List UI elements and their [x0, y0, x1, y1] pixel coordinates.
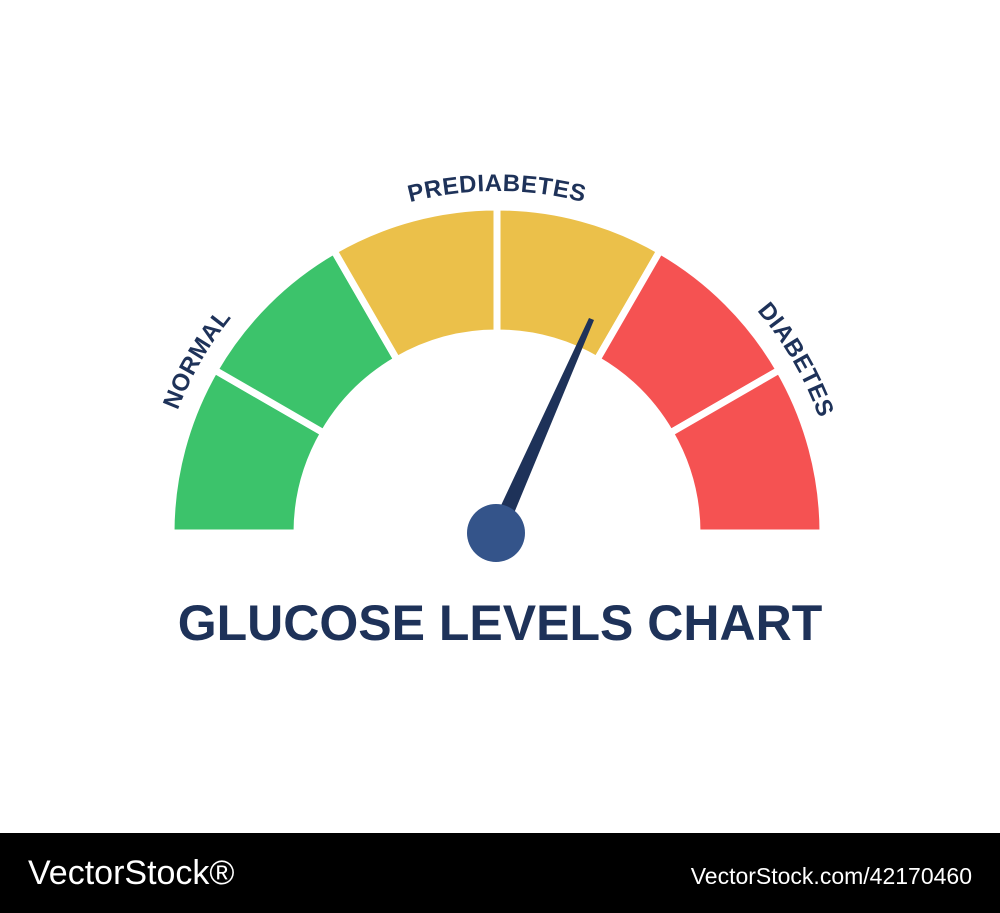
needle-hub	[467, 504, 525, 562]
gauge-segment	[666, 366, 827, 537]
gauge	[167, 203, 827, 537]
footer-brand: VectorStock®	[28, 854, 234, 892]
needle	[489, 318, 594, 535]
footer-bar	[0, 833, 1000, 913]
footer-id: VectorStock.com/42170460	[691, 863, 972, 889]
title: GLUCOSE LEVELS CHART	[178, 595, 822, 651]
